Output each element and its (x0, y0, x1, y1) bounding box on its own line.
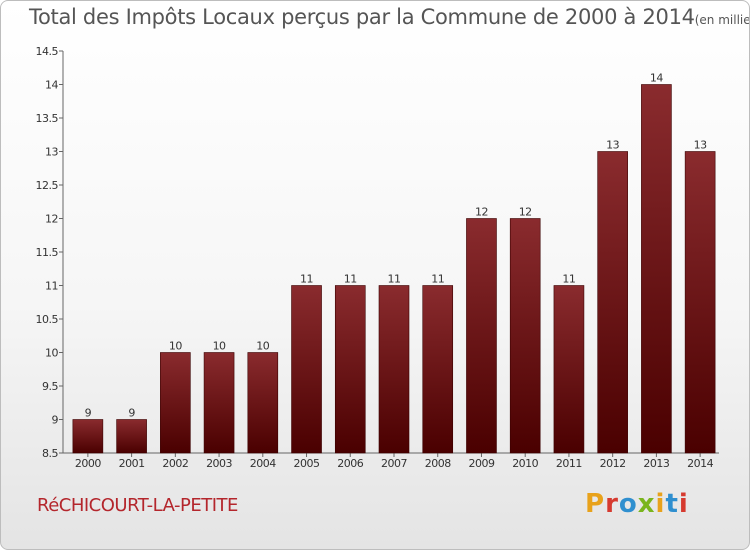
logo-letter: P (585, 489, 606, 519)
x-tick-label: 2002 (162, 457, 188, 470)
bar-value-label: 13 (694, 139, 707, 152)
proxiti-logo: Proxiti (585, 489, 689, 519)
chart-title: Total des Impôts Locaux perçus par la Co… (29, 5, 750, 29)
x-tick-label: 2007 (381, 457, 407, 470)
logo-letter: i (655, 489, 666, 519)
logo-letter: o (618, 489, 638, 519)
y-tick-label: 9 (52, 414, 59, 427)
x-tick-label: 2013 (643, 457, 669, 470)
chart-subtitle: (en milliers d'€) (694, 13, 750, 27)
x-tick-label: 2004 (250, 457, 276, 470)
bar-value-label: 11 (344, 273, 357, 286)
logo-letter: r (605, 489, 619, 519)
bar (641, 84, 672, 454)
y-tick-label: 11.5 (36, 246, 59, 259)
bar-value-label: 11 (562, 273, 575, 286)
bar-value-label: 11 (300, 273, 313, 286)
commune-name: RéCHICOURT-LA-PETITE (37, 495, 238, 516)
bar (466, 218, 497, 454)
x-tick-label: 2005 (294, 457, 320, 470)
y-tick-label: 11 (45, 280, 58, 293)
y-tick-label: 13 (45, 146, 58, 159)
bar (553, 285, 585, 454)
y-tick-label: 14.5 (36, 45, 59, 58)
bar (334, 285, 366, 454)
x-tick-label: 2003 (206, 457, 232, 470)
bar-value-label: 9 (128, 407, 135, 420)
x-tick-label: 2010 (512, 457, 538, 470)
x-tick-label: 2000 (75, 457, 101, 470)
y-tick-label: 10.5 (36, 313, 59, 326)
bar (247, 352, 279, 454)
bar-value-label: 10 (213, 340, 226, 353)
x-tick-label: 2006 (337, 457, 363, 470)
logo-letter: i (678, 489, 689, 519)
bar (203, 352, 235, 454)
bar-value-label: 10 (256, 340, 269, 353)
y-tick-label: 13.5 (36, 112, 59, 125)
x-tick-label: 2001 (119, 457, 145, 470)
x-tick-label: 2012 (600, 457, 626, 470)
bar (684, 151, 716, 454)
bar (597, 151, 628, 454)
bar (160, 352, 191, 454)
x-tick-label: 2011 (556, 457, 582, 470)
y-tick-label: 10 (45, 347, 58, 360)
logo-letter: t (665, 489, 679, 519)
x-tick-label: 2014 (687, 457, 713, 470)
bar (422, 285, 454, 454)
bar-value-label: 11 (431, 273, 444, 286)
bar-value-label: 13 (606, 139, 619, 152)
bar-value-label: 12 (519, 206, 532, 219)
bar-value-label: 9 (85, 407, 92, 420)
bar-value-label: 12 (475, 206, 488, 219)
x-tick-label: 2008 (425, 457, 451, 470)
bar (72, 419, 104, 454)
chart-title-main: Total des Impôts Locaux perçus par la Co… (29, 5, 695, 29)
bar (378, 285, 410, 454)
logo-letter: x (637, 489, 656, 519)
bar (509, 218, 541, 454)
y-tick-label: 12.5 (36, 179, 59, 192)
y-tick-label: 9.5 (42, 380, 58, 393)
bar-value-label: 11 (388, 273, 401, 286)
x-tick-label: 2009 (468, 457, 494, 470)
y-tick-label: 14 (45, 79, 58, 92)
bar (116, 419, 147, 454)
bar-value-label: 10 (169, 340, 182, 353)
bar (291, 285, 322, 454)
y-tick-label: 8.5 (42, 447, 58, 460)
bar-value-label: 14 (650, 72, 663, 85)
y-tick-label: 12 (45, 213, 58, 226)
